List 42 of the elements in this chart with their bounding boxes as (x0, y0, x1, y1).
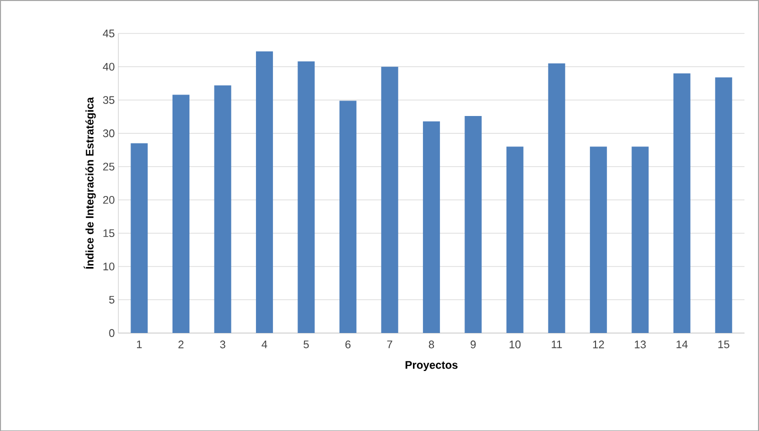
x-tick-label: 6 (345, 340, 351, 348)
y-tick-label: 20 (103, 196, 114, 204)
x-tick-label: 12 (593, 340, 604, 348)
x-tick-label: 15 (718, 340, 730, 348)
bar (172, 94, 190, 333)
bar (130, 143, 148, 333)
x-axis-title: Proyectos (406, 360, 458, 371)
bar (632, 146, 649, 333)
x-tick-label: 11 (552, 340, 562, 348)
bar (214, 85, 232, 333)
y-tick-label: 30 (103, 129, 114, 138)
y-tick-label: 5 (109, 296, 114, 304)
x-tick-label: 10 (510, 340, 521, 348)
bar (673, 73, 690, 333)
bar (256, 51, 273, 333)
y-axis-title: Índice de Integración Estratégica (84, 96, 96, 269)
y-tick-label: 10 (103, 262, 114, 270)
x-tick-label: 4 (262, 340, 268, 348)
bar (339, 100, 356, 333)
y-tick-label: 15 (103, 229, 114, 237)
y-tick-label: 40 (102, 62, 114, 70)
x-tick-label: 7 (387, 340, 392, 348)
bar (464, 116, 482, 333)
bar (590, 146, 607, 333)
x-tick-label: 9 (470, 340, 476, 348)
bar (298, 61, 315, 333)
y-tick-label: 35 (103, 96, 114, 104)
x-tick-label: 1 (137, 340, 142, 348)
bar (422, 121, 440, 333)
bar (548, 63, 566, 333)
bar (381, 66, 398, 333)
x-tick-label: 14 (676, 340, 688, 348)
y-tick-label: 45 (102, 29, 114, 38)
x-tick-label: 5 (304, 340, 309, 348)
x-tick-label: 13 (634, 340, 646, 348)
x-tick-label: 2 (178, 340, 184, 348)
bar (506, 146, 524, 333)
bar (715, 77, 732, 333)
x-tick-label: 3 (220, 340, 226, 348)
y-tick-label: 0 (109, 328, 114, 337)
y-tick-label: 25 (103, 162, 114, 170)
x-tick-label: 8 (428, 340, 434, 348)
